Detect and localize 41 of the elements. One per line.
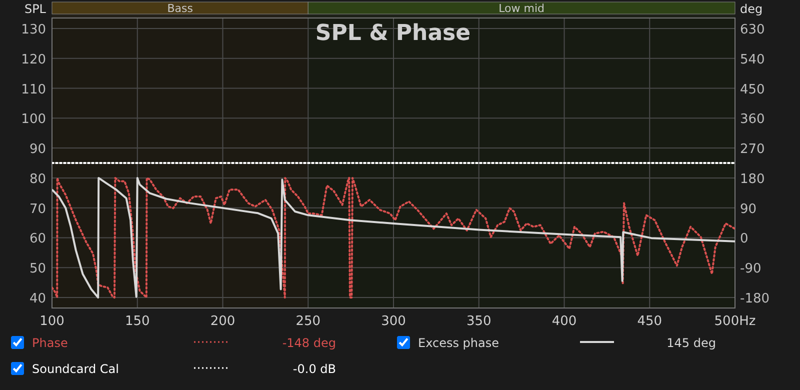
y2-tick-label: 270	[740, 142, 765, 158]
text: Phase	[32, 336, 68, 350]
x-tick-label: 150	[124, 314, 150, 329]
y-tick-label: 60	[29, 232, 46, 247]
y-tick-label: 120	[21, 52, 46, 68]
y2-tick-label: 360	[740, 112, 765, 128]
band-label: Bass	[167, 2, 194, 15]
y2-tick-label: 180	[740, 172, 765, 187]
band-label: Low mid	[498, 2, 545, 15]
y2-tick-label: 450	[740, 82, 765, 98]
y2-tick-label: -90	[740, 262, 762, 277]
text: -0.0 dB	[292, 362, 336, 376]
y2-tick-label: 540	[740, 52, 765, 68]
y2-axis-title: deg	[740, 2, 763, 16]
y-tick-label: 70	[29, 202, 46, 217]
y-tick-label: 40	[29, 292, 46, 307]
y-tick-label: 90	[29, 142, 46, 158]
line-series	[52, 176, 735, 299]
y2-tick-label: 630	[740, 22, 765, 38]
y-tick-label: 110	[21, 82, 46, 98]
text: 145 deg	[666, 336, 716, 350]
text: Soundcard Cal	[32, 362, 119, 376]
x-tick-label: 250	[296, 314, 321, 329]
y-tick-label: 100	[21, 112, 46, 128]
x-tick-label: 200	[210, 314, 236, 329]
x-tick-label: 300	[381, 314, 406, 329]
text: Excess phase	[418, 336, 499, 350]
chart-title: SPL & Phase	[315, 21, 471, 46]
x-tick-label: 100	[40, 314, 64, 329]
x-tick-label: 450	[637, 314, 662, 329]
y2-tick-label: 90	[740, 202, 757, 217]
y-tick-label: 50	[29, 262, 46, 277]
y2-tick-label: -180	[740, 292, 770, 307]
y-axis-title: SPL	[24, 2, 46, 16]
y-tick-label: 80	[29, 172, 46, 187]
y2-tick-label: 0	[740, 232, 748, 247]
x-tick-label: 350	[466, 314, 492, 329]
y-tick-label: 130	[21, 22, 46, 38]
text: -148 deg	[282, 336, 336, 350]
x-tick-label: 500Hz	[714, 314, 756, 329]
x-tick-label: 400	[552, 314, 577, 329]
